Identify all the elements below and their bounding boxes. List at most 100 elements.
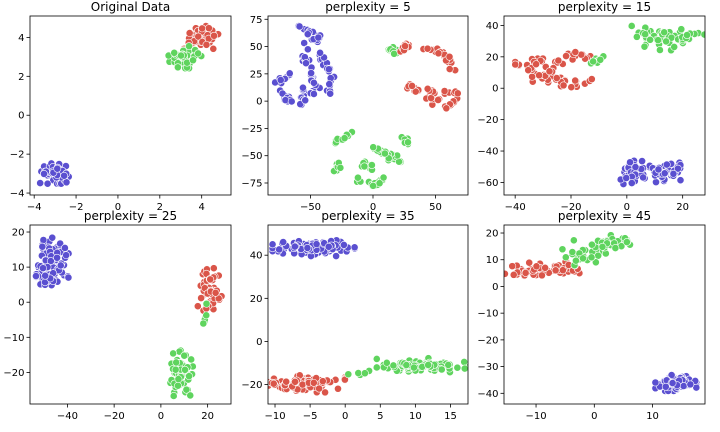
x-tick-label: 0: [115, 202, 121, 213]
point-green: [189, 56, 197, 65]
y-tick-label: 20: [486, 229, 499, 240]
point-red: [525, 258, 534, 267]
point-green: [174, 375, 183, 384]
point-red: [528, 72, 537, 81]
point-green: [677, 25, 686, 34]
point-blue: [40, 169, 48, 178]
point-blue: [325, 80, 334, 89]
point-red: [209, 264, 218, 273]
x-tick-label: 20: [676, 202, 689, 213]
point-blue: [661, 382, 670, 391]
point-blue: [300, 39, 309, 47]
point-green: [171, 365, 180, 374]
y-tick-label: 4: [18, 33, 24, 44]
point-blue: [669, 169, 678, 178]
point-green: [683, 31, 691, 39]
point-blue: [39, 264, 47, 273]
point-green: [185, 42, 193, 51]
point-red: [571, 76, 580, 85]
point-red: [427, 94, 435, 102]
point-blue: [686, 380, 695, 389]
point-green: [172, 358, 181, 367]
point-green: [460, 358, 468, 366]
point-green: [598, 242, 607, 251]
point-red: [269, 379, 278, 388]
point-blue: [676, 176, 685, 185]
y-tick-label: −4: [10, 189, 25, 200]
point-blue: [62, 251, 71, 260]
axes-frame: [503, 224, 706, 405]
point-red: [532, 60, 540, 69]
y-tick-label: 0: [256, 97, 262, 108]
point-blue: [56, 239, 65, 248]
y-tick-label: −20: [241, 380, 262, 391]
point-green: [354, 369, 363, 377]
point-blue: [303, 45, 312, 54]
point-red: [538, 271, 546, 280]
point-blue: [46, 257, 55, 265]
point-green: [173, 63, 182, 72]
x-tick-label: −2: [69, 202, 84, 213]
point-blue: [38, 242, 47, 251]
x-tick-label: 0: [158, 411, 164, 422]
point-blue: [62, 178, 71, 187]
x-tick-label: 10: [409, 411, 422, 422]
point-red: [321, 388, 329, 397]
point-blue: [61, 244, 69, 252]
point-green: [354, 173, 362, 182]
y-tick-label: −30: [477, 362, 498, 373]
point-blue: [668, 379, 677, 387]
x-tick-label: −20: [104, 411, 125, 422]
point-green: [594, 251, 603, 260]
subplot-title: perplexity = 15: [558, 0, 651, 14]
point-red: [282, 377, 291, 386]
point-green: [640, 42, 649, 51]
point-blue: [654, 165, 663, 174]
point-red: [445, 65, 454, 73]
point-red: [508, 262, 517, 271]
subplot-title: perplexity = 45: [558, 209, 651, 223]
point-red: [562, 52, 570, 60]
point-green: [336, 163, 345, 172]
point-blue: [622, 174, 631, 182]
point-green: [360, 162, 369, 171]
point-blue: [626, 158, 634, 167]
subplot-5: −10 −5 0 5 10 15 −20 0 20 40 perplexity = 35: [241, 209, 469, 422]
point-green: [460, 364, 468, 373]
point-red: [445, 52, 454, 61]
x-tick-label: 4: [199, 202, 205, 213]
y-tick-label: 20: [12, 228, 25, 239]
scatter-points: [32, 233, 226, 400]
point-green: [340, 134, 349, 143]
point-green: [579, 254, 587, 263]
point-green: [202, 311, 211, 320]
point-red: [509, 270, 518, 279]
point-blue: [39, 236, 48, 244]
point-green: [660, 28, 669, 37]
point-green: [444, 361, 453, 369]
point-blue: [651, 378, 660, 387]
point-green: [369, 181, 378, 190]
point-blue: [627, 179, 636, 187]
subplot-title: Original Data: [91, 0, 170, 14]
point-green: [453, 363, 462, 372]
point-green: [185, 372, 193, 381]
point-green: [632, 32, 641, 41]
point-blue: [60, 171, 69, 180]
point-red: [521, 269, 530, 277]
point-green: [202, 299, 211, 308]
point-green: [410, 363, 418, 372]
subplot-2: −50 0 50 −75 −50 −25 0 25 50 75 perplexity = 5: [241, 0, 469, 213]
point-green: [596, 55, 605, 64]
point-red: [423, 44, 432, 53]
subplot-1: −4 −2 0 2 4 −4 −2 0 2 4 Original Data: [10, 0, 232, 213]
y-tick-label: −40: [477, 147, 498, 158]
point-green: [654, 36, 662, 45]
point-green: [558, 245, 567, 254]
point-green: [591, 258, 600, 267]
point-red: [558, 266, 567, 275]
x-tick-label: −40: [57, 411, 78, 422]
point-blue: [36, 179, 45, 187]
point-green: [367, 161, 376, 169]
point-red: [334, 384, 342, 393]
